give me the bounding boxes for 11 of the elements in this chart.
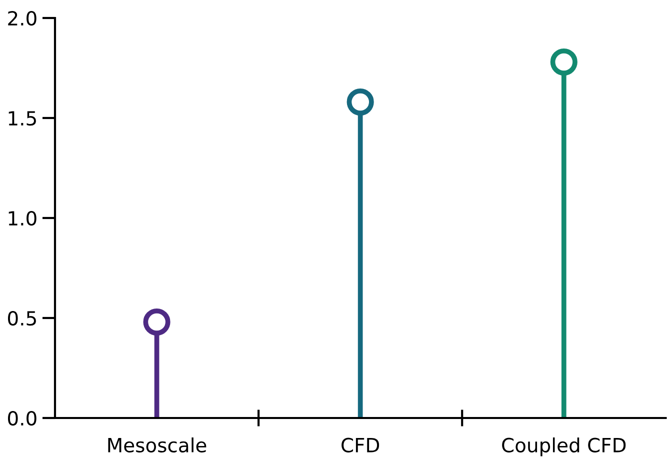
point: [550, 48, 578, 76]
point: [346, 88, 374, 116]
x-tick-label: CFD: [342, 438, 380, 452]
x-tick-label: Coupled CFD: [502, 437, 626, 456]
y-tick-label: 1.0: [8, 210, 36, 226]
point: [143, 308, 170, 336]
y-tick-label: 2.0: [8, 10, 36, 26]
y-tick-label: 0.5: [8, 310, 36, 326]
y-tick-label: 1.5: [8, 111, 36, 126]
x-tick-label: Mesoscale: [108, 437, 206, 452]
y-tick-label: 0.0: [8, 410, 36, 426]
